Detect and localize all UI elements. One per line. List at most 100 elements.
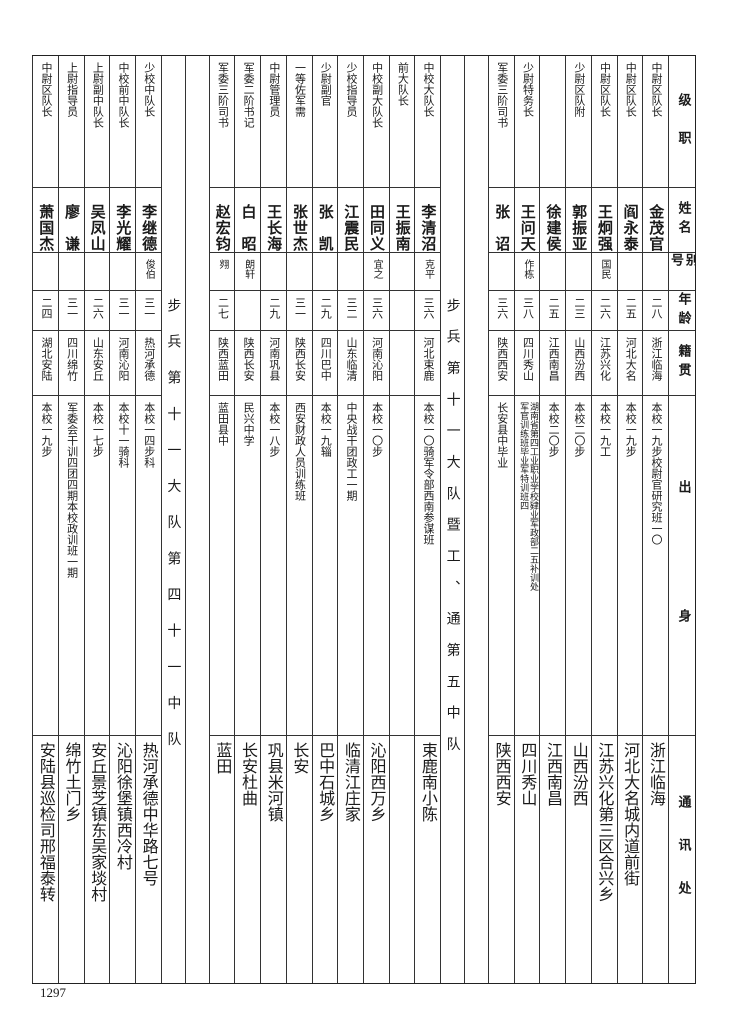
record-address bbox=[390, 736, 415, 983]
record-native: 陕西长安 bbox=[235, 331, 261, 396]
record-alias bbox=[389, 253, 415, 291]
record-alias bbox=[566, 253, 591, 291]
record-alias bbox=[540, 253, 566, 291]
record-age: 二八 bbox=[643, 291, 668, 331]
record-origin-text: 本校一九步 bbox=[39, 402, 53, 457]
record-age: 二六 bbox=[591, 291, 617, 331]
record-rank: 中尉管理员 bbox=[261, 56, 286, 188]
record-native: 浙江临海 bbox=[643, 331, 668, 396]
record-origin-text: 本校一〇步 bbox=[370, 402, 384, 457]
record-age-text: 二三 bbox=[572, 297, 586, 319]
record-address-text: 浙江临海 bbox=[646, 742, 666, 806]
record-name-text: 金茂官 bbox=[647, 204, 666, 252]
record-age: 二五 bbox=[540, 291, 566, 331]
record-age: 三一 bbox=[110, 291, 136, 331]
record-origin-text: 本校一九步 bbox=[624, 402, 638, 457]
record-native: 河南巩县 bbox=[261, 331, 286, 396]
record-origin: 本校一八步 bbox=[261, 396, 286, 736]
record-native: 河南沁阳 bbox=[110, 331, 136, 396]
record-name-text: 廖 谦 bbox=[62, 204, 81, 252]
record-address: 山西汾西 bbox=[566, 736, 591, 983]
record-origin-text: 中央战干团政工一期 bbox=[344, 402, 358, 501]
record-name: 徐建侯 bbox=[540, 188, 566, 253]
record-native-text: 河南沁阳 bbox=[370, 337, 384, 381]
record-column: 少尉区队附 郭振亚 二三 山西汾西 本校二〇步 山西汾西 bbox=[565, 56, 591, 983]
header-age-text: 年龄 bbox=[675, 291, 691, 330]
record-name-text: 王炯强 bbox=[595, 204, 614, 252]
header-column: 级 职姓名 别号 年龄 籍贯出 身通讯处 bbox=[667, 56, 695, 983]
record-age: 三六 bbox=[489, 291, 514, 331]
record-native-text: 热河承德 bbox=[142, 337, 156, 381]
record-name-text: 郭振亚 bbox=[570, 204, 589, 252]
record-name: 萧国杰 bbox=[33, 188, 58, 253]
record-name-text: 王问天 bbox=[518, 204, 537, 252]
record-native-text: 陕西长安 bbox=[242, 337, 256, 381]
record-address-text: 热河承德中华路七号 bbox=[139, 742, 159, 886]
record-name: 王振南 bbox=[389, 188, 415, 253]
record-origin-text: 本校一八步 bbox=[267, 402, 281, 457]
record-name: 王问天 bbox=[514, 188, 540, 253]
record-origin: 本校二〇步 bbox=[540, 396, 566, 736]
record-age: 三一 bbox=[58, 291, 84, 331]
record-address-text: 山西汾西 bbox=[569, 742, 589, 806]
record-age bbox=[389, 291, 415, 331]
record-name-text: 阎永泰 bbox=[621, 204, 640, 252]
record-rank bbox=[540, 56, 566, 188]
record-name-text: 张世杰 bbox=[290, 204, 309, 252]
record-address: 江西南昌 bbox=[540, 736, 565, 983]
record-name: 郭振亚 bbox=[566, 188, 591, 253]
record-address: 蓝田 bbox=[210, 736, 235, 983]
record-name-text: 张 凯 bbox=[316, 204, 335, 252]
record-alias-text: 作栋 bbox=[521, 259, 533, 279]
record-column: 前大队长 王振南 bbox=[388, 56, 415, 983]
record-alias bbox=[312, 253, 338, 291]
record-name: 吴凤山 bbox=[84, 188, 110, 253]
record-alias: 国民 bbox=[591, 253, 617, 291]
record-rank: 中尉区队长 bbox=[33, 56, 58, 188]
record-rank-text: 中尉区队长 bbox=[598, 62, 612, 117]
record-rank: 上尉指导员 bbox=[58, 56, 84, 188]
header-origin-text: 出 身 bbox=[675, 479, 691, 652]
record-column: 中校前中队长 李光耀 三一 河南沁阳 本校十一骑科 沁阳徐堡镇西冷村 bbox=[109, 56, 136, 983]
record-native: 山东临清 bbox=[338, 331, 363, 396]
record-native: 河北大名 bbox=[617, 331, 643, 396]
record-address-text: 临清江庄家 bbox=[341, 742, 361, 822]
record-age: 二五 bbox=[617, 291, 643, 331]
record-address: 沁阳西万乡 bbox=[364, 736, 389, 983]
record-age: 二四 bbox=[33, 291, 58, 331]
record-age: 二六 bbox=[84, 291, 110, 331]
record-alias bbox=[58, 253, 84, 291]
header-alias: 别号 bbox=[668, 253, 695, 291]
record-address: 绵竹土门乡 bbox=[59, 736, 84, 983]
record-origin: 本校一九辎 bbox=[312, 396, 338, 736]
record-origin-text: 本校一七步 bbox=[91, 402, 105, 457]
record-name-text: 李清沼 bbox=[419, 204, 438, 252]
record-rank: 中尉区队长 bbox=[643, 56, 668, 188]
record-name-text: 萧国杰 bbox=[37, 204, 56, 252]
record-address-text: 长安 bbox=[290, 742, 310, 774]
record-rank-text: 军委三阶司书 bbox=[495, 62, 509, 128]
record-native: 四川绵竹 bbox=[58, 331, 84, 396]
header-name-text: 姓名 bbox=[675, 201, 691, 239]
record-origin: 军委会干训四团四期本校政训班一期 bbox=[58, 396, 84, 736]
record-column: 少尉副官张 凯二九 四川巴中 本校一九辎 巴中石城乡 bbox=[311, 56, 338, 983]
record-native-text: 陕西长安 bbox=[293, 337, 307, 381]
header-rank: 级 职 bbox=[668, 56, 695, 188]
record-age-text: 三一 bbox=[142, 297, 156, 319]
record-native-text: 江西南昌 bbox=[547, 337, 561, 381]
record-alias-text: 俊伯 bbox=[143, 259, 155, 279]
record-native: 山西汾西 bbox=[566, 331, 591, 396]
record-alias: 克平 bbox=[415, 253, 441, 291]
record-native: 河北束鹿 bbox=[415, 331, 441, 396]
record-native: 山东安丘 bbox=[84, 331, 110, 396]
record-origin-text: 军委会干训四团四期本校政训班一期 bbox=[65, 402, 79, 578]
record-origin-text: 湖南省第四工业职业学校肄业军政部二五补训处 军官训练班毕业军特训班四 bbox=[518, 402, 539, 591]
record-rank: 前大队长 bbox=[389, 56, 415, 188]
record-origin-text: 本校一九步校尉官研究班一〇 bbox=[649, 402, 663, 545]
record-native bbox=[389, 331, 415, 396]
record-rank-text: 少尉副官 bbox=[319, 62, 333, 106]
record-column: 中校副大队长 田同义 宜之 三六 河南沁阳 本校一〇步 沁阳西万乡 bbox=[362, 56, 389, 983]
record-origin: 本校一〇步 bbox=[363, 396, 389, 736]
record-age-text: 二九 bbox=[319, 297, 333, 319]
record-address: 江苏兴化第三区合兴乡 bbox=[592, 736, 617, 983]
